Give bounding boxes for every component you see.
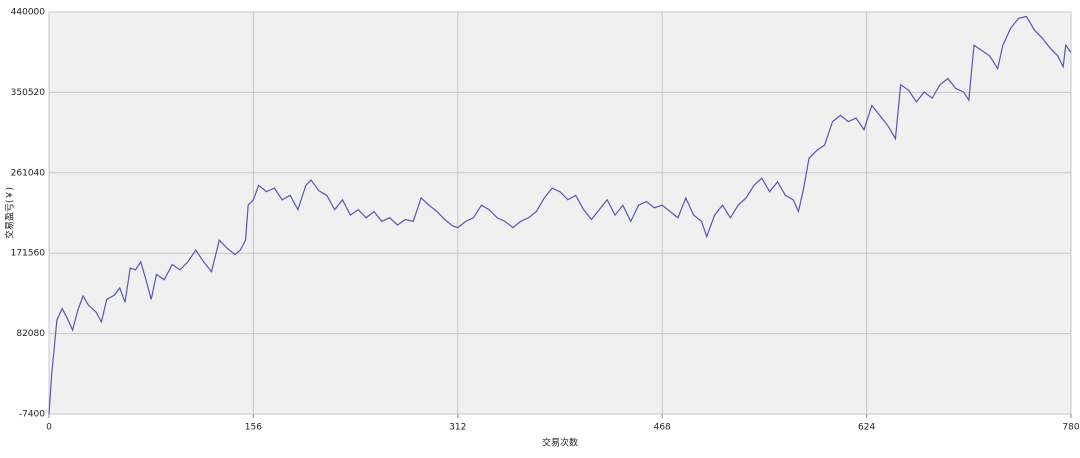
y-tick-label: 440000 [11, 8, 46, 18]
x-tick-label: 780 [1062, 423, 1079, 433]
x-tick-label: 156 [245, 423, 262, 433]
x-tick-label: 468 [654, 423, 671, 433]
x-axis-label: 交易次数 [542, 437, 578, 449]
x-tick-label: 0 [46, 423, 52, 433]
y-axis-label: 交易盈亏(￥) [4, 187, 16, 239]
plot-area [48, 11, 1072, 415]
series-line [48, 15, 1072, 415]
y-tick-label: -7400 [19, 410, 45, 420]
y-tick-label: 82080 [16, 329, 45, 339]
x-tick-label: 624 [858, 423, 875, 433]
y-tick-label: 350520 [11, 88, 46, 98]
x-tick-label: 312 [449, 423, 466, 433]
y-tick-label: 261040 [11, 168, 46, 178]
y-tick-label: 171560 [11, 249, 46, 259]
